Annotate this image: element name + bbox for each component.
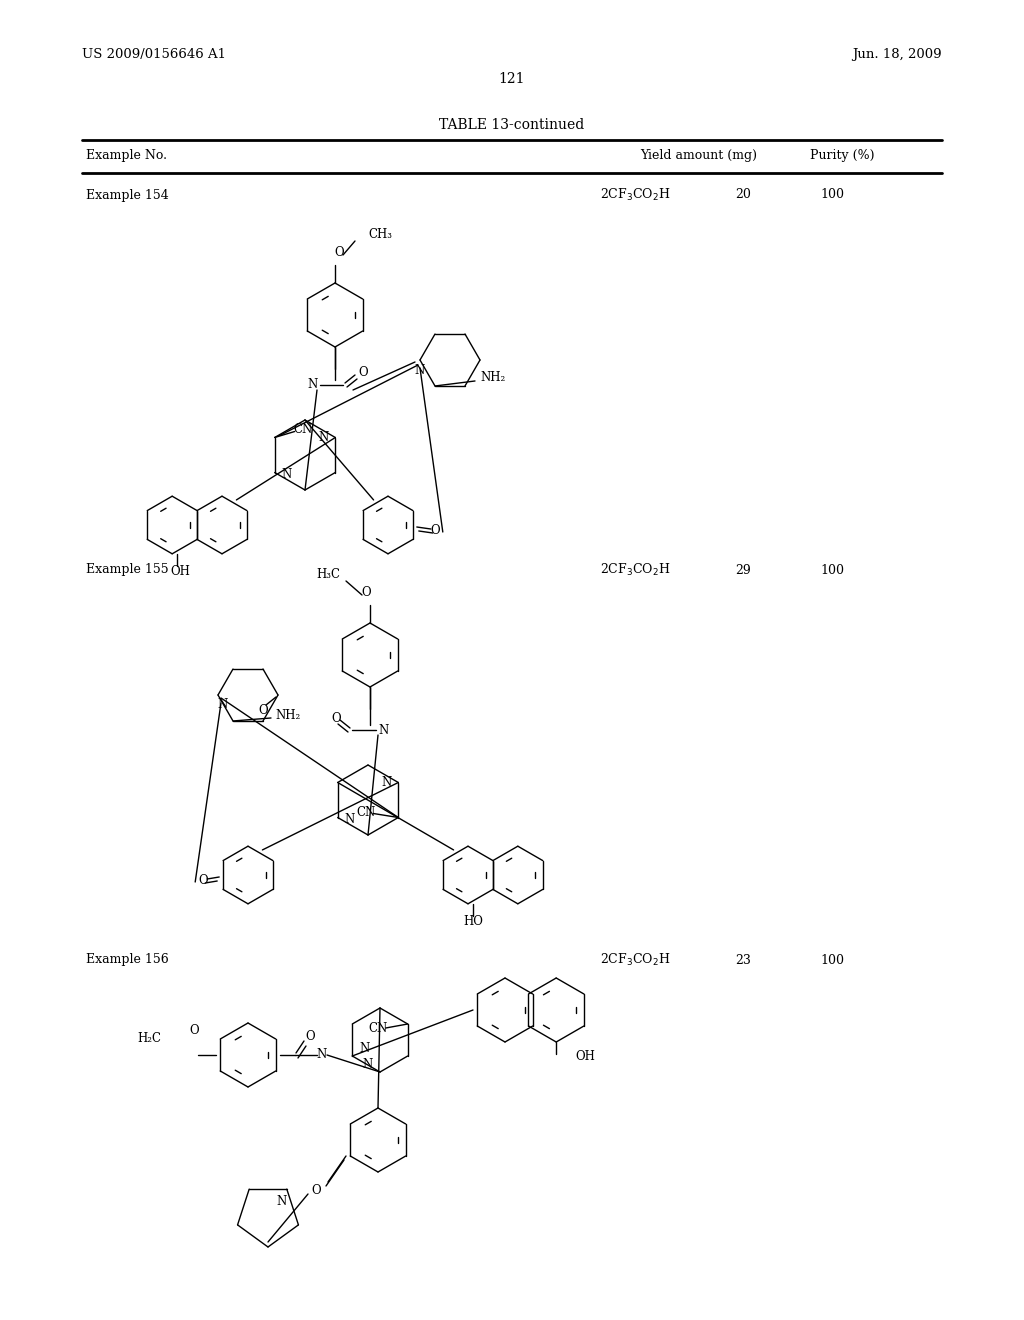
Text: CH₃: CH₃ bbox=[368, 228, 392, 242]
Text: Purity (%): Purity (%) bbox=[810, 149, 874, 162]
Text: NH₂: NH₂ bbox=[275, 709, 300, 722]
Text: 2CF$_3$CO$_2$H: 2CF$_3$CO$_2$H bbox=[600, 562, 671, 578]
Text: O: O bbox=[305, 1031, 314, 1044]
Text: CN: CN bbox=[356, 807, 376, 818]
Text: US 2009/0156646 A1: US 2009/0156646 A1 bbox=[82, 48, 226, 61]
Text: N: N bbox=[218, 698, 228, 711]
Text: O: O bbox=[334, 247, 344, 260]
Text: Example No.: Example No. bbox=[86, 149, 167, 162]
Text: 23: 23 bbox=[735, 953, 751, 966]
Text: N: N bbox=[318, 432, 329, 444]
Text: H₂C: H₂C bbox=[137, 1031, 161, 1044]
Text: N: N bbox=[308, 379, 318, 392]
Text: N: N bbox=[379, 723, 389, 737]
Text: NH₂: NH₂ bbox=[480, 371, 505, 384]
Text: N: N bbox=[415, 363, 425, 376]
Text: H₃C: H₃C bbox=[316, 569, 340, 582]
Text: N: N bbox=[359, 1041, 370, 1055]
Text: N: N bbox=[276, 1195, 287, 1208]
Text: O: O bbox=[199, 874, 208, 887]
Text: 2CF$_3$CO$_2$H: 2CF$_3$CO$_2$H bbox=[600, 187, 671, 203]
Text: OH: OH bbox=[170, 565, 190, 578]
Text: N: N bbox=[381, 776, 391, 789]
Text: 100: 100 bbox=[820, 564, 844, 577]
Text: O: O bbox=[430, 524, 439, 536]
Text: Example 156: Example 156 bbox=[86, 953, 169, 966]
Text: CN: CN bbox=[368, 1023, 387, 1035]
Text: N: N bbox=[316, 1048, 327, 1061]
Text: O: O bbox=[258, 704, 268, 717]
Text: 100: 100 bbox=[820, 189, 844, 202]
Text: Example 154: Example 154 bbox=[86, 189, 169, 202]
Text: 29: 29 bbox=[735, 564, 751, 577]
Text: N: N bbox=[282, 469, 292, 480]
Text: HO: HO bbox=[463, 915, 483, 928]
Text: O: O bbox=[189, 1024, 199, 1038]
Text: Jun. 18, 2009: Jun. 18, 2009 bbox=[852, 48, 942, 61]
Text: 121: 121 bbox=[499, 73, 525, 86]
Text: N: N bbox=[362, 1057, 373, 1071]
Text: CN: CN bbox=[293, 422, 312, 436]
Text: N: N bbox=[344, 813, 354, 826]
Text: O: O bbox=[358, 367, 368, 380]
Text: TABLE 13-continued: TABLE 13-continued bbox=[439, 117, 585, 132]
Text: Example 155: Example 155 bbox=[86, 564, 169, 577]
Text: 2CF$_3$CO$_2$H: 2CF$_3$CO$_2$H bbox=[600, 952, 671, 968]
Text: O: O bbox=[311, 1184, 321, 1196]
Text: O: O bbox=[361, 586, 371, 599]
Text: O: O bbox=[331, 711, 341, 725]
Text: 100: 100 bbox=[820, 953, 844, 966]
Text: 20: 20 bbox=[735, 189, 751, 202]
Text: Yield amount (mg): Yield amount (mg) bbox=[640, 149, 757, 162]
Text: OH: OH bbox=[575, 1051, 595, 1064]
